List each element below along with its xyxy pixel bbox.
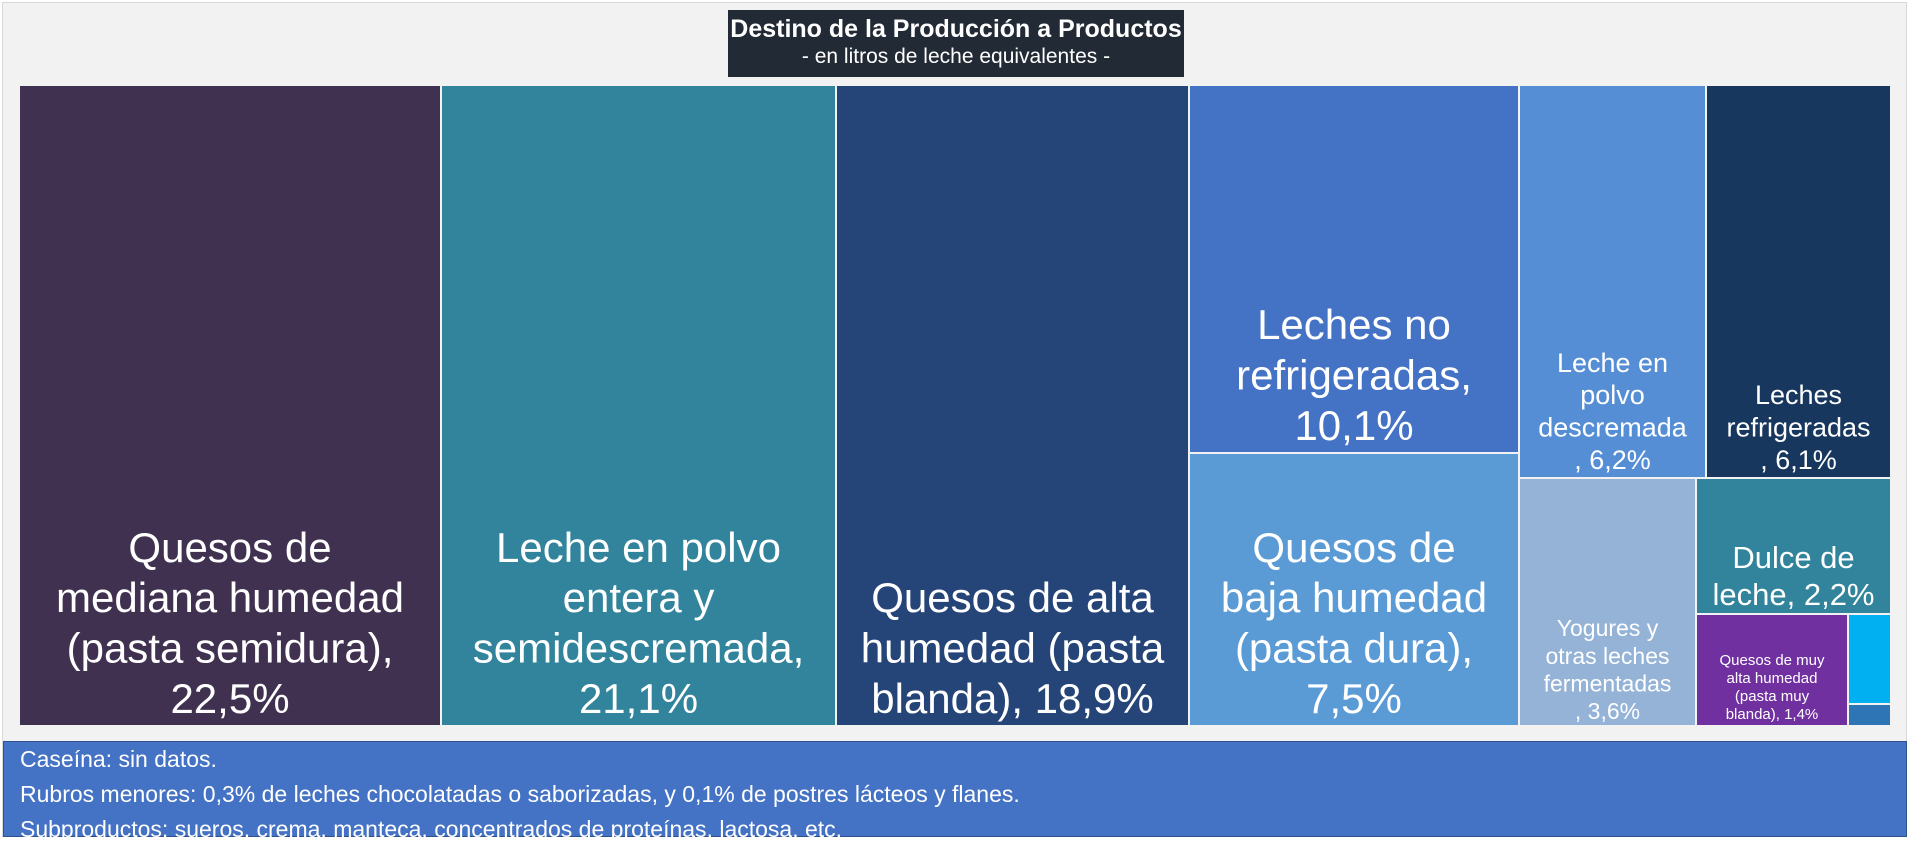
treemap-tile-rect bbox=[1849, 615, 1890, 703]
chart-title-box: Destino de la Producción a Productos - e… bbox=[728, 10, 1184, 77]
treemap-tile: Leches refrigeradas, 6,1% bbox=[1707, 86, 1890, 477]
treemap-tile-label: Quesos de mediana humedad (pasta semidura)… bbox=[56, 524, 404, 722]
treemap-tile-rect bbox=[1190, 454, 1518, 725]
treemap-tile-label: Leches no refrigeradas, 10,1% bbox=[1236, 301, 1472, 449]
treemap-tile-rect bbox=[1520, 86, 1705, 477]
treemap-tile: Quesos de muy alta humedad (pasta muy bland… bbox=[1697, 615, 1847, 725]
treemap-tile: Quesos de mediana humedad (pasta semidura)… bbox=[20, 86, 440, 725]
chart-title: Destino de la Producción a Productos bbox=[730, 15, 1182, 43]
chart-subtitle: - en litros de leche equivalentes - bbox=[801, 45, 1111, 68]
note-casein: Caseína: sin datos. bbox=[20, 746, 217, 772]
note-minor-items: Rubros menores: 0,3% de leches chocolata… bbox=[20, 781, 1020, 807]
treemap-tile-label: Quesos de baja humedad (pasta dura), 7,5% bbox=[1221, 524, 1487, 722]
treemap-tile-rect bbox=[20, 86, 440, 725]
treemap-tile-label: Yogures y otras leches fermentadas, 3,6% bbox=[1544, 615, 1672, 724]
treemap-tile bbox=[1849, 705, 1890, 725]
treemap-tile bbox=[1849, 615, 1890, 703]
treemap-tile-label: Quesos de alta humedad (pasta blanda), 18,… bbox=[861, 574, 1165, 722]
treemap-tile-label: Leches refrigeradas, 6,1% bbox=[1726, 380, 1870, 475]
treemap-tile-label: Dulce de leche, 2,2% bbox=[1713, 540, 1875, 612]
treemap-tile-rect bbox=[1190, 86, 1518, 452]
treemap-tile-rect bbox=[1707, 86, 1890, 477]
treemap-tile-rect bbox=[1520, 479, 1695, 725]
note-byproducts: Subproductos: sueros, crema, manteca, co… bbox=[20, 816, 843, 842]
treemap-tile-rect bbox=[1697, 615, 1847, 725]
treemap-tile: Leches no refrigeradas, 10,1% bbox=[1190, 86, 1518, 452]
treemap-tile: Leche en polvo entera y semidescremada, 21,… bbox=[442, 86, 835, 725]
treemap-tile-rect bbox=[837, 86, 1188, 725]
notes-box: Caseína: sin datos. Rubros menores: 0,3%… bbox=[3, 741, 1907, 842]
treemap-tile: Dulce de leche, 2,2% bbox=[1697, 479, 1890, 613]
treemap-tile-rect bbox=[1849, 705, 1890, 725]
treemap-tile-label: Leche en polvo entera y semidescremada, 21,… bbox=[473, 524, 804, 722]
treemap-tile-label: Leche en polvo descremada, 6,2% bbox=[1538, 348, 1688, 475]
treemap-tile-label: Quesos de muy alta humedad (pasta muy bland… bbox=[1719, 652, 1825, 723]
treemap-tile: Quesos de baja humedad (pasta dura), 7,5% bbox=[1190, 454, 1518, 725]
treemap-tile: Yogures y otras leches fermentadas, 3,6% bbox=[1520, 479, 1695, 725]
treemap-tile: Leche en polvo descremada, 6,2% bbox=[1520, 86, 1705, 477]
treemap-tile: Quesos de alta humedad (pasta blanda), 18,… bbox=[837, 86, 1188, 725]
treemap-tile-rect bbox=[442, 86, 835, 725]
treemap-tile-rect bbox=[1697, 479, 1890, 613]
